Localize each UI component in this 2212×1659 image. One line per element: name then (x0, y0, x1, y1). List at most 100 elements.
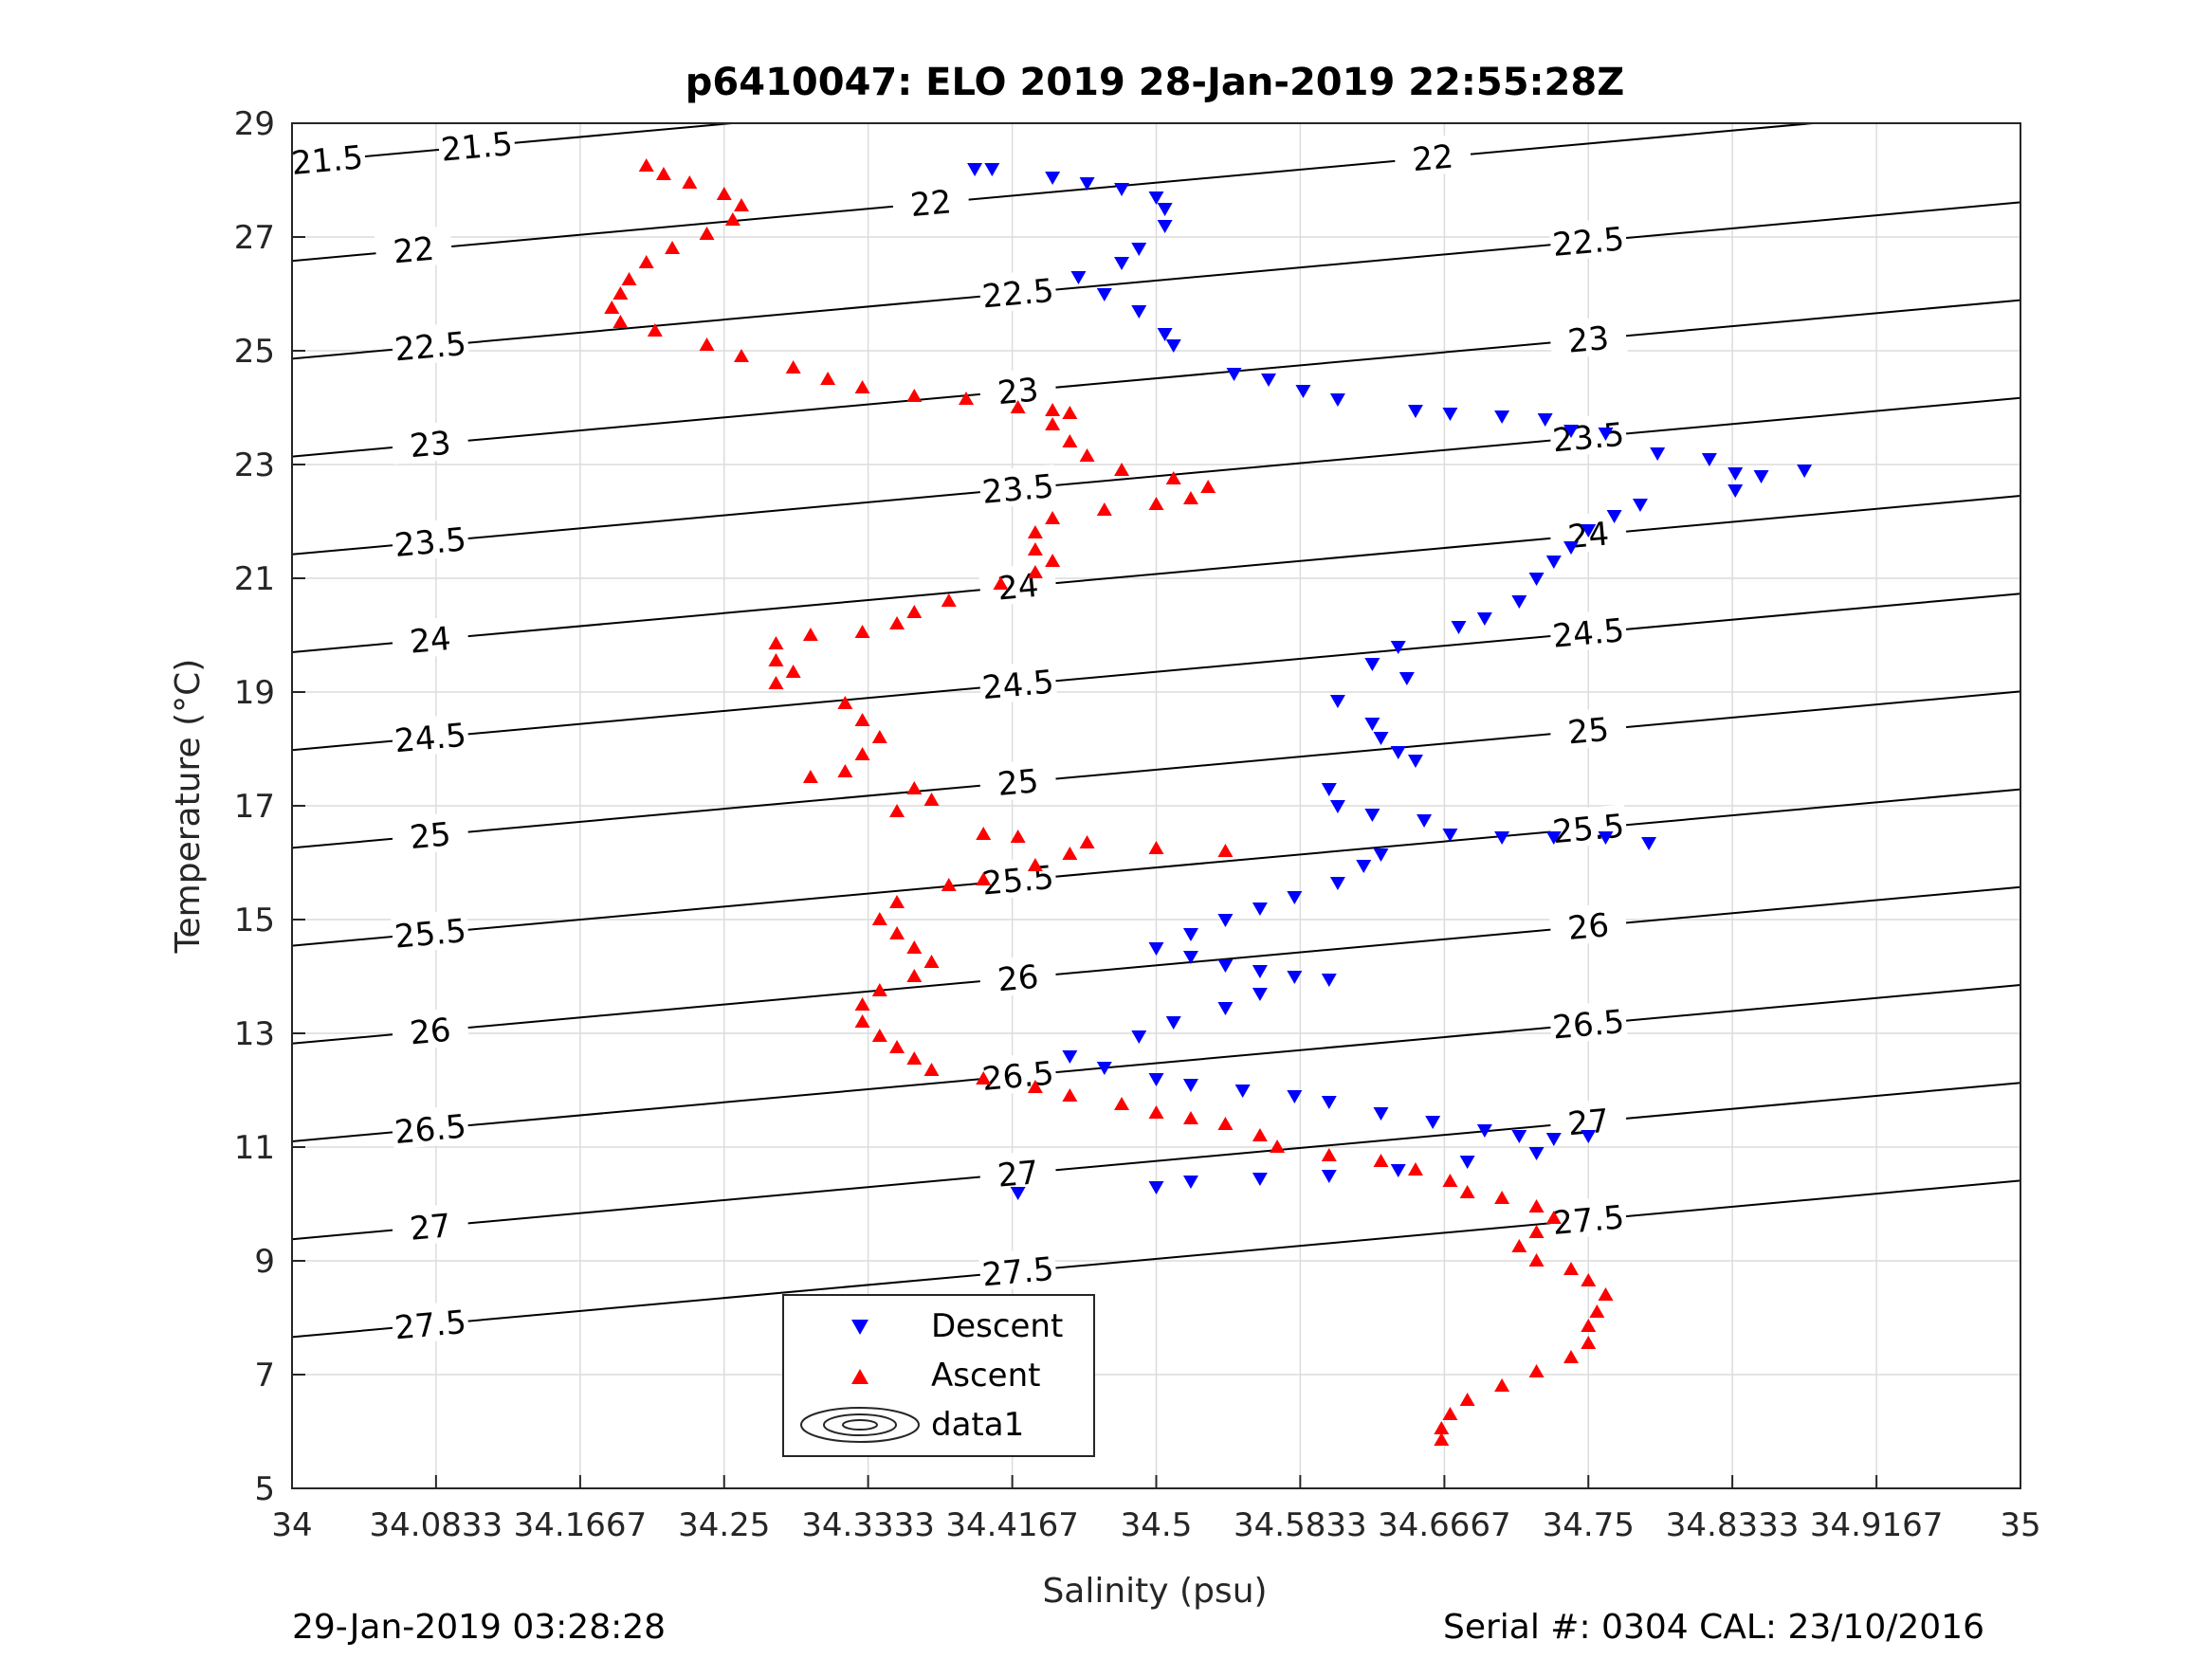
ascent-point (871, 983, 887, 996)
descent-point (1459, 1156, 1475, 1169)
y-tick-label: 9 (254, 1243, 275, 1281)
descent-point (1407, 755, 1423, 768)
contour-label-text: 26 (996, 958, 1040, 1000)
contour-label-text: 24 (409, 620, 453, 662)
contour-label: 21.5 (437, 121, 517, 170)
ascent-point (854, 1014, 870, 1028)
contour-label: 26.5 (391, 1104, 470, 1152)
descent-point (1226, 368, 1242, 381)
ascent-point (1252, 1128, 1268, 1141)
ascent-point (1200, 480, 1216, 493)
ascent-point (993, 576, 1009, 590)
x-tick-label: 34.4167 (945, 1506, 1079, 1544)
grid (291, 122, 2021, 1489)
ascent-point (621, 272, 637, 285)
contour-label: 22 (1393, 133, 1472, 179)
contour-label-bg (978, 757, 1058, 803)
ascent-point (682, 175, 698, 189)
x-tick-label: 34.25 (678, 1506, 770, 1544)
y-tick-label: 21 (234, 560, 275, 598)
contour-label-text: 27 (409, 1207, 453, 1249)
ascent-point (889, 616, 905, 629)
contour-label: 26.5 (978, 1051, 1058, 1099)
descent-point (1062, 1050, 1078, 1064)
x-tick-label: 35 (2000, 1506, 2040, 1544)
contour-label-bg (978, 1149, 1058, 1194)
ascent-point (941, 878, 957, 891)
contour-label-bg (1548, 706, 1628, 752)
legend-descent-marker (851, 1320, 868, 1335)
descent-point (1010, 1187, 1026, 1200)
contour-label-text: 25 (1566, 711, 1611, 753)
descent-point (1606, 510, 1622, 523)
ascent-point (1027, 542, 1043, 556)
ascent-point (906, 781, 923, 794)
descent-point (1390, 1164, 1406, 1177)
contour-label-text: 25.5 (1551, 808, 1626, 852)
descent-point (1148, 191, 1164, 205)
contour-label-text: 23.5 (393, 520, 467, 565)
ascent-point (1563, 1350, 1580, 1363)
descent-point (1373, 848, 1389, 862)
contour-label-bg (391, 1300, 470, 1345)
contour-label-bg (391, 321, 470, 367)
contour-label-bg (437, 121, 517, 167)
y-axis-ticks: 5 7 9 11 13 15 17 19 21 23 25 27 29 (234, 105, 305, 1508)
descent-point (1131, 1030, 1147, 1044)
descent-point (1641, 837, 1657, 850)
ascent-point (612, 315, 629, 328)
ascent-point (1096, 502, 1112, 516)
ascent-point (1545, 1211, 1562, 1224)
ascent-point (820, 372, 836, 385)
ascent-point (1598, 1287, 1614, 1301)
descent-point (1581, 1130, 1597, 1143)
ascent-point (802, 628, 818, 641)
contour-label-text: 23 (409, 425, 453, 466)
contour-label-bg (1548, 412, 1628, 458)
y-tick-label: 29 (234, 105, 275, 143)
descent-point (1728, 467, 1744, 481)
ascent-point (665, 241, 681, 254)
ascent-point (871, 912, 887, 925)
descent-point (1598, 428, 1614, 441)
descent-point (1287, 891, 1303, 904)
ascent-point (1217, 844, 1234, 857)
descent-point (1528, 573, 1545, 586)
descent-point (1701, 453, 1717, 466)
ascent-point (871, 1029, 887, 1042)
ascent-point (1581, 1273, 1597, 1286)
ascent-point (837, 764, 853, 777)
ascent-point (604, 301, 620, 314)
ascent-point (906, 389, 923, 402)
contour-label-text: 24.5 (393, 717, 467, 761)
contour-label-text: 26.5 (393, 1107, 467, 1152)
contour-label-bg (1548, 999, 1628, 1045)
series-ascent (604, 158, 1614, 1446)
descent-point (1079, 177, 1095, 191)
contour-line (291, 592, 2021, 752)
descent-point (1598, 831, 1614, 845)
legend-data1-label: data1 (931, 1406, 1024, 1444)
contour-label-bg (1548, 315, 1628, 360)
contour-label: 25.5 (978, 855, 1058, 903)
contour-line (291, 299, 2021, 458)
ascent-point (733, 198, 749, 211)
descent-point (1217, 914, 1234, 927)
ascent-point (854, 997, 870, 1011)
ascent-point (1528, 1364, 1545, 1377)
ascent-point (716, 187, 732, 200)
contour-label: 25 (391, 811, 470, 857)
contour-label: 27.5 (1548, 1195, 1628, 1243)
x-tick-label: 34.6667 (1378, 1506, 1511, 1544)
series-descent (967, 163, 1813, 1200)
descent-point (1537, 413, 1553, 427)
y-tick-label: 5 (254, 1470, 275, 1508)
contour-line (291, 495, 2021, 653)
contour-label-bg (391, 908, 470, 954)
descent-point (1728, 484, 1744, 498)
ascent-point (1511, 1239, 1527, 1252)
ascent-point (854, 747, 870, 760)
legend: Descent Ascent data1 (782, 1294, 1095, 1457)
contour-label: 27.5 (978, 1247, 1058, 1294)
descent-point (1356, 860, 1372, 873)
